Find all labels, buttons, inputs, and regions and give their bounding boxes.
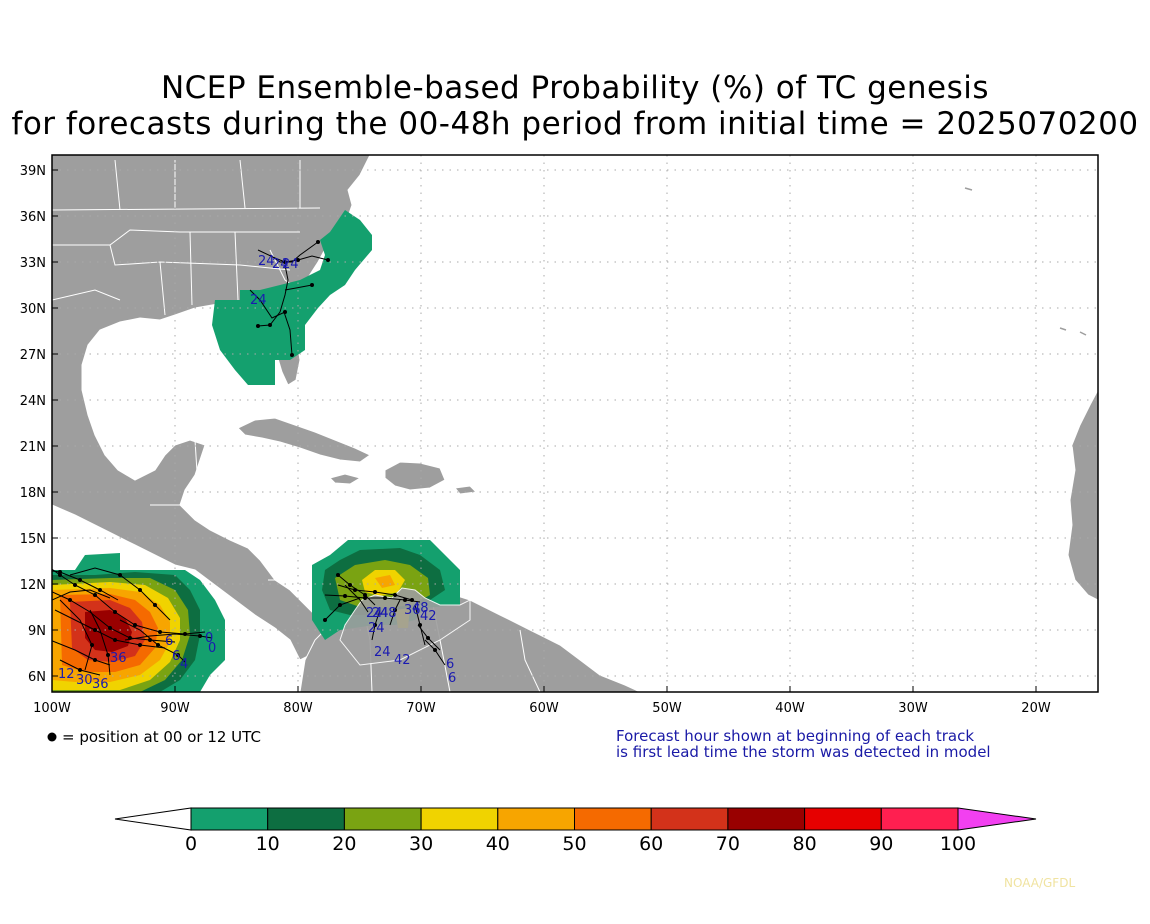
lon-label: 60W xyxy=(529,701,559,716)
lat-label: 24N xyxy=(20,394,46,409)
colorbar-box xyxy=(727,807,806,831)
track-label: 36 xyxy=(92,677,109,692)
track-label: 48 xyxy=(380,606,397,621)
colorbar-box xyxy=(650,807,729,831)
land-cuba xyxy=(237,417,371,463)
track-label: 24 xyxy=(368,621,385,636)
lon-label: 80W xyxy=(283,701,313,716)
colorbar-label: 20 xyxy=(332,833,356,855)
track-label: 24 xyxy=(272,257,289,272)
colorbar-box xyxy=(343,807,422,831)
lat-label: 21N xyxy=(20,440,46,455)
colorbar-left-arrow xyxy=(114,807,192,831)
track-label: 48 xyxy=(412,601,429,616)
colorbar-label: 10 xyxy=(256,833,280,855)
colorbar-box xyxy=(267,807,345,831)
land-bermuda xyxy=(964,187,973,191)
lon-label: 70W xyxy=(406,701,436,716)
axis-ticks xyxy=(52,169,1037,692)
lon-label: 90W xyxy=(160,701,190,716)
lat-label: 39N xyxy=(20,164,46,179)
land-venezuela-coast xyxy=(339,587,471,666)
colorbar-label: 0 xyxy=(185,833,197,855)
state-borders xyxy=(52,159,541,692)
lon-label: 30W xyxy=(898,701,928,716)
position-dot-icon xyxy=(47,732,57,742)
land-jamaica xyxy=(329,473,362,485)
colorbar-label: 70 xyxy=(716,833,740,855)
track-label: 36 xyxy=(404,603,421,618)
map-frame xyxy=(51,154,1099,693)
lon-label: 40W xyxy=(775,701,805,716)
track-label: 0 xyxy=(205,631,213,646)
latitude-labels: 39N 36N 33N 30N 27N 24N 21N 18N 15N 12N … xyxy=(20,164,46,685)
track-points xyxy=(58,240,437,672)
forecast-hour-note: Forecast hour shown at beginning of each… xyxy=(616,728,991,760)
track-label: 0 xyxy=(208,641,216,656)
lat-label: 27N xyxy=(20,348,46,363)
credit-text: NOAA/GFDL xyxy=(1004,876,1076,890)
colorbar-box xyxy=(574,807,652,831)
colorbar-box xyxy=(804,807,882,831)
colorbar-label: 40 xyxy=(486,833,510,855)
track-label: 12 xyxy=(58,667,75,682)
colorbar-label: 100 xyxy=(940,833,976,855)
track-label: 42 xyxy=(394,653,411,668)
lat-label: 36N xyxy=(20,210,46,225)
lat-label: 6N xyxy=(28,670,46,685)
track-label: 4 xyxy=(180,657,188,672)
position-legend-text: = position at 00 or 12 UTC xyxy=(62,728,261,746)
track-label: 6 xyxy=(165,634,173,649)
track-label: 30 xyxy=(76,673,93,688)
colorbar-label: 30 xyxy=(409,833,433,855)
track-label: 24 xyxy=(374,645,391,660)
forecast-note-line2: is first lead time the storm was detecte… xyxy=(616,743,991,761)
colorbar-label: 90 xyxy=(869,833,893,855)
prob-area-carib-50 xyxy=(375,575,395,588)
land-hispaniola xyxy=(384,461,446,491)
colorbar-label: 50 xyxy=(562,833,586,855)
track-label: 24 xyxy=(258,254,275,269)
forecast-hour-labels: 24 24 24 24 12 30 36 36 6 6 4 0 0 24 24 … xyxy=(58,254,456,692)
track-label: 36 xyxy=(110,651,127,666)
colorbar-right-arrow xyxy=(957,807,1037,831)
lat-label: 18N xyxy=(20,486,46,501)
position-legend-note: = position at 00 or 12 UTC xyxy=(46,728,261,746)
land-canary xyxy=(1059,327,1087,336)
track-label: 6 xyxy=(172,649,180,664)
land-africa xyxy=(1067,389,1098,601)
lat-label: 30N xyxy=(20,302,46,317)
colorbar-box xyxy=(497,807,575,831)
track-label: 24 xyxy=(282,257,299,272)
forecast-note-line1: Forecast hour shown at beginning of each… xyxy=(616,727,975,745)
lat-label: 12N xyxy=(20,578,46,593)
lon-label: 20W xyxy=(1021,701,1051,716)
track-label: 24 xyxy=(372,606,389,621)
lon-label: 50W xyxy=(652,701,682,716)
lat-label: 9N xyxy=(28,624,46,639)
lon-label: 100W xyxy=(33,701,71,716)
colorbar-label: 80 xyxy=(793,833,817,855)
longitude-labels: 100W 90W 80W 70W 60W 50W 40W 30W 20W xyxy=(33,701,1051,716)
lat-label: 15N xyxy=(20,532,46,547)
colorbar-box xyxy=(190,807,269,831)
lat-label: 33N xyxy=(20,256,46,271)
track-label: 6 xyxy=(448,671,456,686)
prob-area-se-us xyxy=(212,210,372,385)
track-label: 24 xyxy=(250,293,267,308)
colorbar: 0 10 20 30 40 50 60 70 80 90 100 xyxy=(114,807,1037,855)
track-label: 42 xyxy=(420,609,437,624)
track-label: 6 xyxy=(446,657,454,672)
colorbar-box xyxy=(420,807,499,831)
colorbar-label: 60 xyxy=(639,833,663,855)
chart-title-line1: NCEP Ensemble-based Probability (%) of T… xyxy=(160,70,990,106)
colorbar-box xyxy=(880,807,959,831)
track-label: 24 xyxy=(366,606,383,621)
chart-title-line2: for forecasts during the 00-48h period f… xyxy=(11,106,1139,142)
